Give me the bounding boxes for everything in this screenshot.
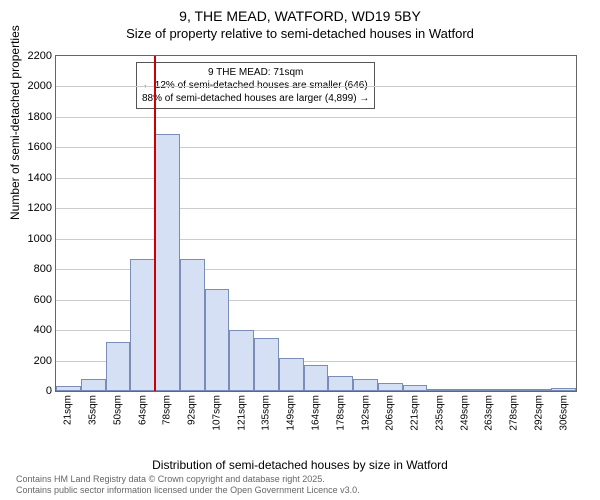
histogram-bar <box>526 389 551 391</box>
x-tick: 92sqm <box>187 395 198 425</box>
histogram-bar <box>427 389 452 391</box>
histogram-bar <box>279 358 304 392</box>
y-tick: 800 <box>34 263 52 275</box>
histogram-bar <box>130 259 155 391</box>
y-tick: 1200 <box>28 202 52 214</box>
plot-area: 9 THE MEAD: 71sqm ← 12% of semi-detached… <box>55 55 577 392</box>
x-tick: 121sqm <box>236 395 247 431</box>
histogram-bar <box>106 342 131 391</box>
histogram-bar <box>180 259 205 391</box>
x-tick: 278sqm <box>509 395 520 431</box>
gridline <box>56 239 576 240</box>
y-tick: 1000 <box>28 233 52 245</box>
y-tick: 2000 <box>28 80 52 92</box>
x-tick: 235sqm <box>434 395 445 431</box>
x-tick: 164sqm <box>311 395 322 431</box>
gridline <box>56 147 576 148</box>
histogram-bar <box>452 389 477 391</box>
x-tick: 192sqm <box>360 395 371 431</box>
histogram-bar <box>304 365 329 391</box>
y-tick: 200 <box>34 355 52 367</box>
reference-line <box>154 56 156 391</box>
histogram-bar <box>551 388 576 391</box>
y-tick: 1600 <box>28 141 52 153</box>
histogram-bar <box>403 385 428 391</box>
histogram-bar <box>353 379 378 391</box>
x-tick: 292sqm <box>533 395 544 431</box>
gridline <box>56 178 576 179</box>
gridline <box>56 208 576 209</box>
histogram-bar <box>477 389 502 391</box>
x-tick: 221sqm <box>410 395 421 431</box>
footer-line2: Contains public sector information licen… <box>16 485 360 496</box>
x-tick: 249sqm <box>459 395 470 431</box>
chart-subtitle: Size of property relative to semi-detach… <box>0 24 600 41</box>
histogram-bar <box>155 134 180 391</box>
chart-title: 9, THE MEAD, WATFORD, WD19 5BY <box>0 0 600 24</box>
gridline <box>56 117 576 118</box>
chart-container: 9, THE MEAD, WATFORD, WD19 5BY Size of p… <box>0 0 600 500</box>
x-tick: 21sqm <box>63 395 74 425</box>
histogram-bar <box>254 338 279 391</box>
histogram-bar <box>378 383 403 391</box>
y-tick: 400 <box>34 324 52 336</box>
x-tick: 50sqm <box>112 395 123 425</box>
x-tick: 178sqm <box>335 395 346 431</box>
annotation-title: 9 THE MEAD: 71sqm <box>142 66 369 79</box>
x-tick: 64sqm <box>137 395 148 425</box>
x-tick: 149sqm <box>286 395 297 431</box>
x-tick: 78sqm <box>162 395 173 425</box>
y-tick: 600 <box>34 294 52 306</box>
footer-line1: Contains HM Land Registry data © Crown c… <box>16 474 360 485</box>
y-tick: 1400 <box>28 172 52 184</box>
footer: Contains HM Land Registry data © Crown c… <box>16 474 360 496</box>
y-tick: 0 <box>46 385 52 397</box>
y-axis-label: Number of semi-detached properties <box>8 25 22 220</box>
x-tick: 206sqm <box>385 395 396 431</box>
x-axis-label: Distribution of semi-detached houses by … <box>0 458 600 472</box>
x-tick: 107sqm <box>211 395 222 431</box>
histogram-bar <box>229 330 254 391</box>
x-tick: 263sqm <box>484 395 495 431</box>
histogram-bar <box>81 379 106 391</box>
gridline <box>56 86 576 87</box>
histogram-bar <box>56 386 81 391</box>
histogram-bar <box>205 289 230 391</box>
x-tick: 306sqm <box>558 395 569 431</box>
x-tick: 35sqm <box>88 395 99 425</box>
y-tick: 2200 <box>28 50 52 62</box>
annotation-line2: 88% of semi-detached houses are larger (… <box>142 92 369 105</box>
histogram-bar <box>328 376 353 391</box>
y-tick: 1800 <box>28 111 52 123</box>
x-tick: 135sqm <box>261 395 272 431</box>
histogram-bar <box>502 389 527 391</box>
